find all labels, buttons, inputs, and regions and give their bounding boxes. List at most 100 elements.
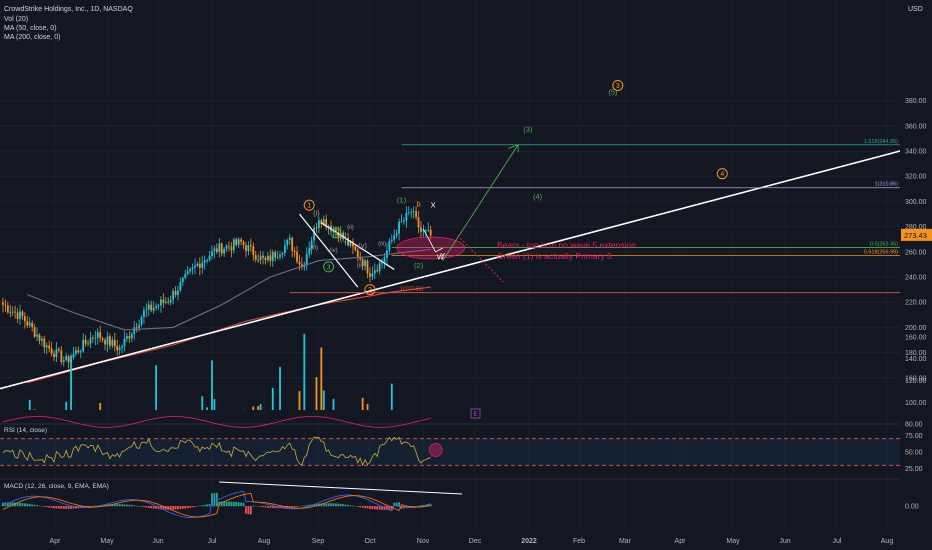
candle: [383, 257, 386, 263]
volume-bar: [33, 409, 36, 410]
macd-histogram-bar: [325, 503, 328, 507]
wave-circle: [303, 199, 315, 211]
macd-histogram-bar: [130, 505, 133, 507]
time-tick-label: Jun: [152, 538, 163, 545]
macd-histogram-bar: [208, 504, 211, 507]
macd-histogram-bar: [38, 505, 41, 507]
candle: [155, 306, 157, 308]
candle: [135, 327, 138, 329]
macd-histogram-bar: [116, 504, 119, 507]
earnings-marker: [470, 408, 481, 419]
candle: [388, 240, 391, 251]
macd-histogram-bar: [143, 506, 145, 508]
rsi-legend: RSI (14, close): [4, 427, 47, 434]
macd-histogram-bar: [123, 504, 126, 507]
candle: [57, 348, 60, 351]
macd-histogram-bar: [225, 501, 228, 507]
price-pane[interactable]: 1.618(344.95) 1(310.86) 0.5(263.45) 0.618(2…: [0, 79, 901, 390]
candle: [349, 241, 352, 246]
candle: [315, 227, 318, 229]
macd-histogram-bar: [247, 506, 250, 515]
wave-circle: [323, 261, 335, 273]
macd-histogram-bar: [347, 504, 349, 507]
price-tick-label: 160.00: [905, 375, 927, 382]
macd-histogram-bar: [60, 506, 63, 509]
macd-histogram-bar: [19, 502, 21, 507]
wave-label: Y: [440, 251, 445, 260]
time-tick-label: Apr: [50, 538, 62, 545]
wxy-path: [423, 228, 444, 253]
fib-label: 1(227.55): [400, 287, 424, 293]
macd-line: [2, 490, 431, 519]
macd-histogram-bar: [281, 506, 284, 509]
macd-histogram-bar: [67, 506, 70, 509]
candle: [75, 350, 77, 354]
candle: [235, 239, 238, 245]
volume-bar: [28, 399, 31, 410]
volume-bar: [390, 383, 393, 410]
candle: [82, 339, 85, 352]
macd-histogram-bar: [344, 504, 347, 507]
time-axis[interactable]: Apr May Jun Jul Aug Sep Oct Nov Dec 2022 Feb Mar Apr…: [0, 531, 932, 550]
volume-bar: [332, 398, 335, 410]
macd-histogram-bar: [198, 505, 201, 507]
macd-histogram-bar: [356, 506, 359, 507]
candle: [211, 250, 213, 257]
macd-histogram-bar: [16, 502, 19, 507]
rsi-pane: [0, 436, 900, 467]
volume-tick-label: 160.00: [905, 334, 927, 341]
candle: [218, 243, 221, 252]
candle: [174, 291, 177, 296]
time-tick-label: Aug: [258, 538, 271, 545]
macd-histogram-bar: [155, 506, 157, 509]
macd-histogram-bar: [215, 492, 218, 507]
macd-histogram-bar: [269, 506, 272, 508]
price-tick-label: 280.00: [905, 224, 927, 231]
macd-histogram-bar: [118, 504, 121, 507]
candle: [420, 227, 422, 232]
candle: [381, 262, 383, 264]
macd-histogram-bar: [211, 493, 213, 507]
candle: [50, 348, 53, 354]
volume-tick-label: 120.00: [905, 378, 927, 385]
wave-label: (4): [533, 192, 543, 201]
time-tick-label: Oct: [365, 538, 376, 545]
candle: [245, 245, 247, 252]
macd-histogram-bar: [89, 506, 92, 507]
candle: [45, 345, 48, 348]
macd-histogram-bar: [424, 504, 427, 507]
macd-histogram-bar: [320, 503, 323, 507]
candle: [138, 324, 140, 328]
candle: [242, 241, 245, 246]
macd-histogram-bar: [111, 504, 114, 507]
candle: [405, 212, 408, 221]
candle: [327, 225, 330, 228]
candle: [123, 338, 126, 347]
macd-histogram-bar: [177, 506, 179, 510]
candle: [232, 239, 235, 251]
time-axis-background: [0, 531, 932, 550]
price-tick-label: 320.00: [905, 174, 927, 181]
last-price-badge[interactable]: [901, 228, 932, 241]
macd-histogram-bar: [28, 504, 31, 507]
macd-histogram-bar: [371, 506, 374, 510]
macd-histogram-bar: [228, 501, 230, 507]
candle: [335, 229, 337, 232]
candle: [111, 339, 114, 346]
candle: [291, 237, 294, 251]
volume-bar: [298, 391, 301, 410]
candle: [179, 281, 182, 291]
wave-label: (1): [397, 196, 407, 205]
macd-histogram-bar: [50, 506, 53, 508]
annotation-text: Green (1) is actually Primary 5.: [497, 251, 614, 261]
macd-histogram-bar: [315, 503, 318, 507]
price-axis[interactable]: 160.00 180.00 200.00 220.00 240.00 260.00 280.…: [900, 0, 932, 530]
rsi-tick-label: 75.00: [905, 433, 923, 440]
candle: [38, 334, 41, 341]
candle: [109, 336, 111, 346]
rsi-tick-label: 50.00: [905, 450, 923, 457]
macd-histogram-bar: [150, 506, 153, 509]
macd-histogram-bar: [126, 504, 128, 507]
macd-histogram-bar: [386, 506, 388, 510]
